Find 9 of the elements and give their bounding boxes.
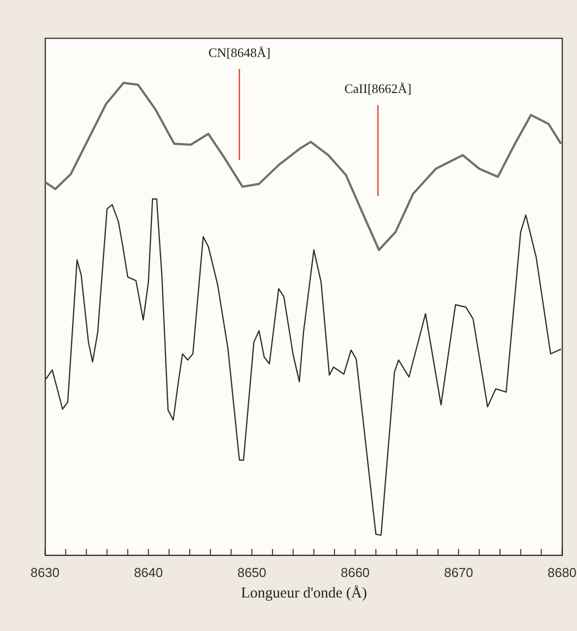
x-tick-label: 8660 (340, 565, 370, 580)
x-axis-title: Longueur d'onde (Å) (241, 584, 368, 602)
x-tick-label: 8680 (548, 565, 576, 580)
x-tick-label: 8650 (237, 565, 266, 580)
x-tick-label: 8670 (444, 565, 474, 580)
x-tick-label: 8640 (134, 565, 163, 580)
x-tick-label: 8630 (30, 565, 60, 580)
ref-line-label: CaII[8662Å] (344, 81, 412, 96)
ref-line-label: CN[8648Å] (208, 45, 270, 60)
